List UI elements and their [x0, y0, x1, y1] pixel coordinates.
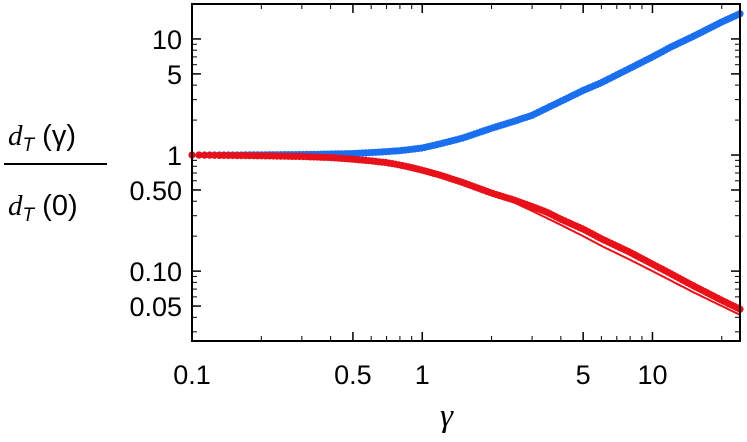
- y-axis-label-fraction-bar: [4, 163, 107, 165]
- ylabel-den-subscript: T: [22, 205, 35, 226]
- y-tick-label: 1: [167, 141, 182, 171]
- x-tick-label: 10: [637, 360, 667, 390]
- y-axis-label-denominator: dT (0): [8, 190, 78, 227]
- y-tick-label: 0.10: [129, 257, 182, 287]
- y-tick-label: 0.50: [129, 176, 182, 206]
- x-axis-label: γ: [440, 398, 454, 434]
- y-tick-label: 0.05: [129, 292, 182, 322]
- ylabel-den-symbol: d: [8, 190, 23, 222]
- ylabel-num-subscript: T: [22, 135, 35, 156]
- x-axis-ticks: [191, 4, 723, 341]
- y-tick-label: 10: [152, 25, 182, 55]
- x-tick-label: 5: [576, 360, 591, 390]
- x-tick-label: 0.5: [334, 360, 372, 390]
- y-axis-label-numerator: dT (γ): [8, 120, 76, 157]
- y-tick-labels: 0.05 0.10 0.50 1 5 10: [129, 25, 182, 322]
- x-tick-label: 1: [415, 360, 430, 390]
- plot-frame: [191, 3, 741, 342]
- x-tick-labels: 0.1 0.5 1 5 10: [173, 360, 667, 390]
- y-tick-label: 5: [167, 60, 182, 90]
- series-line: [192, 154, 741, 316]
- x-tick-label: 0.1: [173, 360, 211, 390]
- data-series: [188, 10, 744, 316]
- ylabel-num-symbol: d: [8, 120, 23, 152]
- ylabel-den-arg: (0): [42, 190, 78, 222]
- ylabel-num-arg: (γ): [42, 120, 76, 152]
